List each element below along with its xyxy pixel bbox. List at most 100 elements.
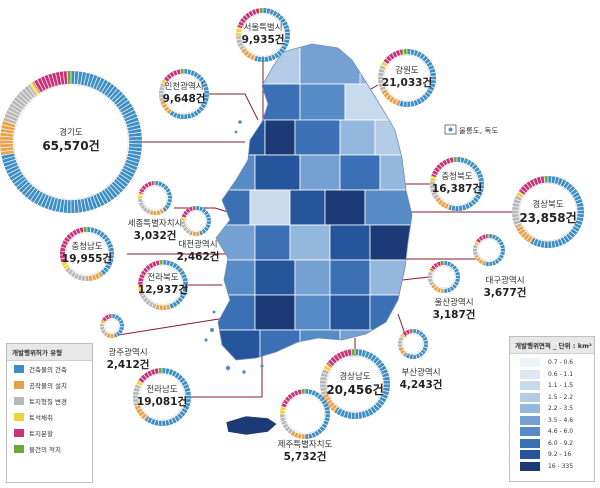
donut-segment	[320, 369, 330, 395]
donut-tick	[514, 198, 521, 202]
donut-tick	[278, 50, 283, 54]
donut-tick	[536, 177, 539, 185]
donut-tick	[409, 101, 412, 107]
donut-tick	[150, 370, 153, 376]
donut-tick	[525, 183, 531, 189]
donut-tick	[93, 228, 96, 233]
type-legend-swatch	[14, 397, 24, 405]
area-legend-item: 4.6 - 6.0	[510, 426, 594, 438]
permit-type-legend: 개발행위허가 유형 건축물의 건축 공작물의 설치 토지형질 변경 토석채취 토지분할 물…	[6, 343, 93, 483]
donut-tick	[98, 79, 106, 91]
donut-tick	[429, 85, 435, 89]
donut-tick	[143, 184, 147, 189]
donut-tick	[477, 190, 483, 194]
donut-tick	[539, 176, 542, 184]
donut-tick	[30, 189, 39, 201]
donut-center	[142, 185, 168, 211]
donut-tick	[109, 333, 112, 338]
donut-tick	[92, 76, 99, 89]
donut-tick	[139, 190, 144, 194]
donut-tick	[296, 390, 299, 395]
area-legend-item: 1.1 - 1.5	[510, 380, 594, 392]
donut-tick	[166, 108, 170, 112]
donut-tick	[481, 260, 484, 265]
donut-tick	[244, 14, 249, 19]
ulleungdo-dokdo-marker: 울릉도, 독도	[444, 124, 498, 135]
donut-tick	[430, 71, 436, 74]
donut-tick	[150, 418, 153, 424]
donut-tick	[118, 319, 123, 322]
donut-segment	[411, 329, 413, 334]
donut-tick	[133, 390, 139, 393]
donut-tick	[471, 163, 476, 168]
donut-tick	[402, 333, 406, 337]
donut-tick	[95, 194, 102, 207]
region-count-gangwon: 21,033건	[382, 76, 432, 89]
donut-tick	[188, 230, 191, 235]
donut-tick	[459, 157, 462, 163]
region-name-incheon: 인천광역시	[164, 81, 203, 92]
region-name-chungnam: 충청남도	[71, 242, 102, 252]
donut-tick	[5, 113, 18, 119]
area-legend-swatch	[520, 358, 540, 368]
donut-tick	[140, 273, 145, 277]
donut-tick	[58, 71, 62, 85]
donut-segment	[486, 234, 489, 239]
area-legend-label: 3.5 - 4.6	[548, 416, 574, 424]
donut-tick	[182, 213, 187, 216]
donut-tick	[449, 287, 452, 292]
donut-tick	[101, 319, 106, 322]
donut-tick	[146, 417, 150, 422]
donut-tick	[158, 305, 161, 310]
donut-tick	[399, 336, 404, 339]
donut-tick	[171, 262, 175, 267]
donut-tick	[494, 235, 497, 240]
donut-tick	[108, 246, 114, 249]
donut-tick	[64, 266, 70, 270]
donut-tick	[171, 370, 174, 376]
donut-tick	[89, 196, 95, 210]
donut-segment	[152, 181, 155, 186]
donut-tick	[201, 230, 204, 235]
donut-tick	[446, 288, 449, 293]
donut-tick	[133, 401, 139, 404]
donut-tick	[267, 56, 270, 62]
donut-tick	[430, 267, 435, 271]
donut-tick	[413, 49, 416, 56]
donut-tick	[422, 349, 427, 352]
donut-tick	[106, 85, 115, 97]
donut-tick	[140, 293, 145, 297]
area-legend-item: 6.0 - 9.2	[510, 438, 594, 450]
donut-tick	[279, 17, 284, 22]
donut-tick	[281, 20, 287, 24]
donut-tick	[153, 419, 156, 426]
donut-tick	[428, 280, 433, 284]
donut-tick	[427, 88, 433, 92]
donut-tick	[177, 299, 181, 303]
donut-tick	[284, 31, 290, 33]
donut-tick	[516, 194, 523, 199]
donut-tick	[159, 210, 162, 215]
donut-tick	[153, 368, 156, 375]
donut-segment	[169, 69, 210, 120]
donut-center	[143, 265, 183, 305]
donut-tick	[124, 165, 137, 171]
donut-tick	[419, 53, 423, 58]
donut-segment	[159, 260, 163, 265]
area-legend-swatch	[520, 450, 540, 460]
donut-tick	[184, 386, 190, 390]
donut-tick	[185, 228, 189, 232]
donut-tick	[66, 200, 69, 213]
area-legend-title: 개발행위면적 _ 단위 : km²	[510, 337, 594, 354]
donut-tick	[185, 401, 191, 404]
donut-tick	[181, 410, 186, 415]
region-name-gyeongbuk: 경상북도	[532, 199, 563, 210]
donut-tick	[113, 181, 124, 191]
donut-tick	[391, 98, 395, 103]
donut-tick	[300, 434, 303, 439]
donut-tick	[128, 152, 141, 156]
donut-tick	[572, 228, 578, 233]
donut-tick	[62, 243, 67, 246]
